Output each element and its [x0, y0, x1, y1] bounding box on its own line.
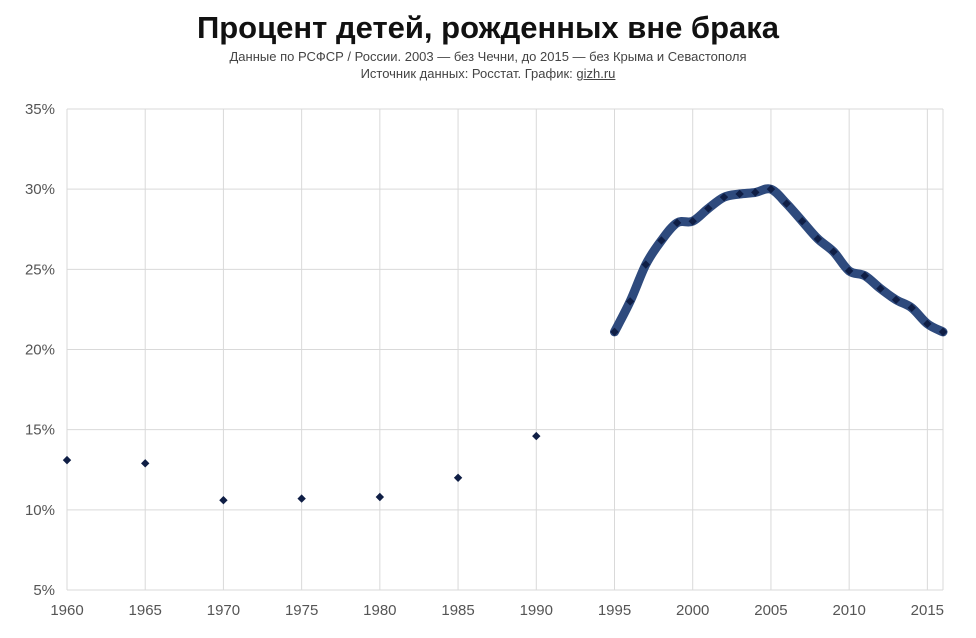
data-point — [891, 295, 901, 304]
x-tick-label: 1960 — [50, 602, 83, 619]
source-text: Источник данных: Росстат. График: — [360, 66, 573, 81]
y-tick-label: 10% — [25, 502, 55, 519]
data-point — [375, 492, 385, 502]
x-tick-label: 1970 — [207, 602, 240, 619]
data-point — [782, 199, 791, 208]
data-point — [688, 217, 697, 226]
data-point — [625, 297, 635, 306]
x-tick-label: 1995 — [598, 602, 631, 619]
data-point — [219, 496, 228, 505]
data-point — [672, 218, 682, 228]
series-line — [610, 184, 948, 337]
x-tick-label: 1990 — [520, 602, 553, 619]
data-point — [297, 494, 306, 503]
chart-title: Процент детей, рожденных вне брака — [196, 10, 780, 45]
data-point — [766, 184, 776, 194]
y-tick-label: 20% — [25, 342, 55, 359]
data-point — [610, 327, 619, 337]
data-point — [798, 217, 807, 226]
data-point — [657, 236, 666, 245]
y-tick-label: 30% — [25, 181, 55, 198]
data-point — [719, 192, 729, 202]
data-point — [453, 473, 463, 482]
y-tick-label: 25% — [25, 261, 55, 278]
x-tick-label: 1985 — [441, 602, 474, 619]
chart-source: Источник данных: Росстат. График: gizh.r… — [0, 66, 976, 81]
x-tick-label: 1965 — [129, 602, 162, 619]
data-point — [735, 189, 744, 199]
data-point — [532, 431, 541, 441]
data-point — [641, 260, 650, 269]
data-point — [141, 459, 150, 468]
x-tick-label: 2005 — [754, 602, 787, 619]
x-tick-label: 2000 — [676, 602, 709, 619]
chart-subtitle: Данные по РСФСР / России. 2003 — без Чеч… — [229, 49, 747, 64]
y-tick-label: 15% — [25, 422, 55, 439]
data-point — [813, 234, 823, 244]
y-tick-label: 35% — [25, 101, 55, 118]
data-point — [751, 188, 760, 197]
data-point — [704, 204, 713, 213]
data-point — [62, 455, 72, 465]
data-point — [907, 303, 916, 313]
y-tick-label: 5% — [33, 582, 55, 599]
data-point — [876, 284, 885, 293]
data-point — [938, 327, 948, 337]
data-point — [923, 319, 932, 329]
data-point — [844, 266, 854, 276]
data-point — [860, 271, 869, 280]
data-point — [829, 247, 838, 256]
x-tick-label: 2010 — [832, 602, 865, 619]
x-tick-label: 2015 — [911, 602, 944, 619]
x-tick-label: 1980 — [363, 602, 396, 619]
source-link[interactable]: gizh.ru — [576, 66, 616, 81]
x-tick-label: 1975 — [285, 602, 318, 619]
